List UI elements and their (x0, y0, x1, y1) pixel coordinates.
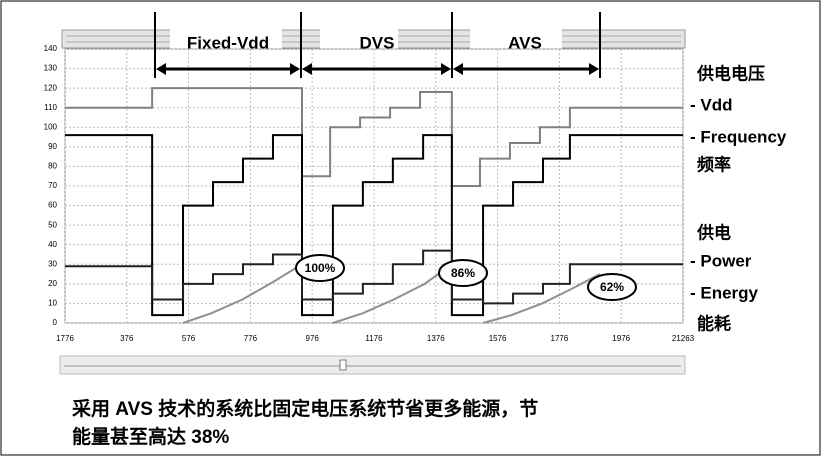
x-tick-label: 1976 (612, 334, 630, 343)
x-tick-label: 1576 (489, 334, 507, 343)
y-tick-label: 120 (44, 83, 58, 92)
percent-circle (438, 259, 488, 287)
x-tick-label: 1176 (365, 334, 383, 343)
scroll-thumb[interactable] (339, 359, 347, 371)
y-tick-label: 40 (48, 240, 57, 249)
y-tick-label: 20 (48, 279, 57, 288)
side-label: 能耗 (697, 313, 731, 333)
side-label: - Vdd (690, 95, 733, 114)
scrollbar[interactable] (59, 355, 686, 375)
region-label: DVS (360, 33, 395, 52)
series-line (182, 263, 601, 324)
x-tick-label: 1776 (56, 334, 74, 343)
series-line (65, 249, 683, 305)
y-tick-label: 110 (44, 103, 57, 112)
x-tick-label: 376 (120, 334, 134, 343)
side-label: - Energy (690, 283, 759, 302)
arrow-heads (156, 63, 599, 75)
x-tick-label: 21263 (672, 334, 695, 343)
y-tick-label: 130 (44, 64, 58, 73)
y-tick-label: 80 (48, 162, 57, 171)
region-markers (154, 12, 601, 78)
x-tick-label: 776 (244, 334, 258, 343)
side-label: - Power (690, 251, 752, 270)
percent-label: 62% (600, 280, 624, 294)
series-line (65, 134, 683, 317)
percent-label: 86% (451, 266, 475, 280)
caption: 采用 AVS 技术的系统比固定电压系统节省更多能源，节 (72, 397, 538, 420)
region-label: AVS (508, 33, 542, 52)
percent-circle (295, 254, 345, 282)
side-label: 供电电压 (696, 63, 765, 83)
x-tick-label: 1776 (551, 334, 569, 343)
side-label: - Frequency (690, 127, 787, 146)
x-tick-label: 1376 (427, 334, 445, 343)
percent-circle (587, 273, 637, 301)
side-label: 供电 (696, 222, 731, 242)
y-tick-label: 30 (48, 259, 57, 268)
header-box (470, 29, 562, 49)
caption: 能量甚至高达 38% (72, 425, 229, 448)
x-tick-label: 976 (306, 334, 320, 343)
y-tick-label: 10 (48, 299, 57, 308)
y-tick-label: 140 (44, 44, 58, 53)
percent-label: 100% (305, 261, 336, 275)
header-box (170, 29, 282, 49)
y-tick-label: 50 (48, 220, 57, 229)
header-box (320, 29, 398, 49)
y-tick-label: 60 (48, 201, 57, 210)
y-tick-label: 90 (48, 142, 57, 151)
y-tick-label: 0 (53, 318, 58, 327)
y-tick-label: 100 (44, 122, 58, 131)
region-label: Fixed-Vdd (187, 33, 269, 52)
y-tick-label: 70 (48, 181, 57, 190)
side-label: 频率 (697, 154, 731, 174)
x-tick-label: 576 (182, 334, 196, 343)
